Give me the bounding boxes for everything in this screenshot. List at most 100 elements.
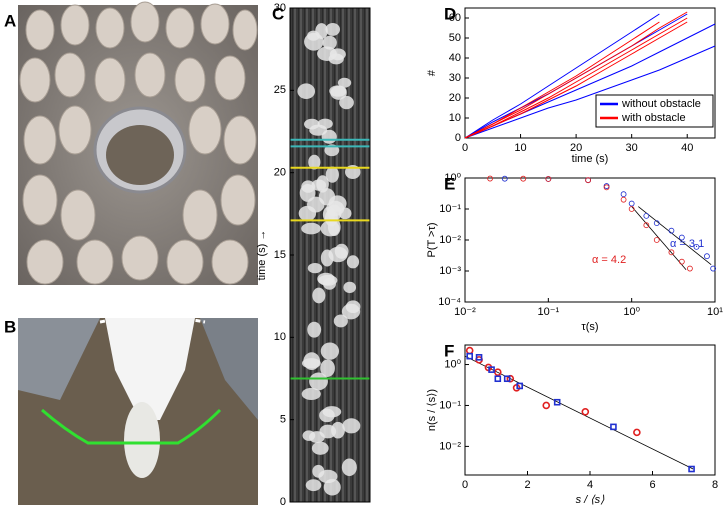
sheep-trace — [345, 300, 361, 314]
point — [628, 206, 635, 212]
point — [668, 227, 675, 234]
sheep-trace — [311, 179, 327, 191]
point — [668, 249, 675, 256]
sheep-trace — [307, 321, 322, 338]
y-tick-label: 20 — [274, 167, 286, 179]
sheep-trace — [342, 418, 361, 434]
point — [545, 176, 552, 182]
axes-frame — [464, 344, 716, 476]
sheep-trace — [325, 22, 341, 36]
point — [542, 401, 551, 410]
run-line — [464, 21, 660, 139]
sheep-trace — [325, 166, 339, 183]
sheep-trace — [338, 207, 352, 220]
sheep-trace — [339, 95, 354, 110]
x-tick-label: 10 — [514, 142, 526, 154]
sheep-trace — [329, 85, 347, 97]
run-line — [464, 17, 688, 139]
x-tick-label: 8 — [712, 479, 718, 491]
point — [585, 177, 591, 184]
y-tick-label: 50 — [449, 32, 461, 44]
y-tick-label: 20 — [449, 92, 461, 104]
y-tick-label: 10 — [449, 112, 461, 124]
legend-label: with obstacle — [621, 112, 686, 124]
photo-a — [18, 1, 258, 285]
point — [620, 191, 627, 198]
point — [581, 408, 590, 416]
sheep-trace — [302, 430, 316, 441]
y-tick-label: 10⁻¹ — [439, 203, 461, 215]
point — [693, 243, 700, 250]
sheep-trace — [346, 255, 360, 269]
point — [465, 346, 474, 355]
point — [633, 428, 641, 437]
point — [688, 465, 695, 473]
sheep-trace — [322, 406, 342, 418]
sheep-trace — [297, 83, 316, 99]
sheep-trace — [331, 421, 345, 439]
legend-label: without obstacle — [621, 98, 701, 110]
point — [687, 265, 693, 272]
x-tick-label: 2 — [524, 479, 530, 491]
sheep-trace — [301, 387, 321, 401]
y-tick-label: 10 — [274, 331, 286, 343]
sheep-trace — [343, 281, 357, 294]
y-tick-label: 10⁻² — [439, 440, 461, 452]
point — [643, 222, 650, 229]
run-line — [464, 21, 688, 139]
run-line — [464, 11, 688, 139]
y-tick-label: 10⁻² — [439, 234, 461, 246]
sheep-trace — [312, 287, 326, 304]
sheep-trace — [317, 118, 333, 129]
sheep-trace — [309, 372, 328, 391]
x-tick-label: 10¹ — [707, 306, 723, 318]
sheep-trace — [305, 479, 322, 492]
sheep-trace — [308, 154, 321, 170]
point — [678, 258, 685, 265]
sheep-trace — [333, 314, 348, 328]
sheep-trace — [307, 263, 323, 274]
y-tick-label: 10⁰ — [444, 172, 461, 184]
sheep-trace — [320, 359, 335, 377]
sheep-trace — [337, 77, 352, 88]
y-tick-label: 5 — [280, 414, 286, 426]
y-axis-label: # — [426, 69, 438, 76]
point — [653, 220, 660, 227]
point — [516, 382, 523, 390]
x-axis-label: τ(s) — [581, 321, 598, 333]
x-axis-label: s / ⟨s⟩ — [576, 494, 605, 506]
x-axis-label: time (s) — [572, 153, 609, 165]
panel-label: A — [4, 11, 16, 30]
annotation: α = 4.2 — [592, 254, 626, 266]
annotation: α = 3.1 — [670, 238, 704, 250]
x-tick-label: 10⁻¹ — [537, 306, 559, 318]
y-tick-label: 60 — [449, 12, 461, 24]
point — [553, 398, 561, 406]
point — [501, 175, 508, 182]
sheep-trace — [334, 243, 349, 259]
point — [466, 352, 473, 360]
sheep-trace — [299, 183, 316, 202]
point — [487, 175, 493, 182]
y-tick-label: 0 — [280, 496, 286, 508]
point — [620, 196, 627, 203]
x-tick-label: 10⁰ — [623, 306, 640, 318]
sheep-trace — [317, 46, 337, 61]
point — [643, 212, 650, 219]
x-tick-label: 0 — [462, 479, 468, 491]
axes-frame — [464, 7, 716, 139]
sheep-trace — [321, 129, 337, 144]
y-tick-label: 15 — [274, 249, 286, 261]
y-tick-label: 10⁻³ — [439, 265, 461, 277]
panel-label: F — [444, 341, 454, 360]
run-line — [464, 45, 716, 139]
point — [488, 366, 495, 373]
x-tick-label: 20 — [570, 142, 582, 154]
sheep-trace — [323, 478, 341, 496]
point — [610, 423, 617, 431]
fit-line — [638, 206, 712, 265]
y-tick-label: 30 — [449, 72, 461, 84]
y-tick-label: 40 — [449, 52, 461, 64]
sheep-trace — [341, 458, 357, 477]
